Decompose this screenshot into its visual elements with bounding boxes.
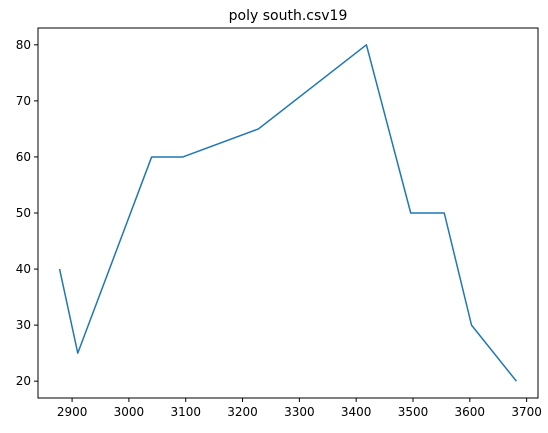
x-tick-label: 3300	[284, 405, 315, 419]
y-tick-label: 60	[16, 150, 31, 164]
y-tick-label: 80	[16, 38, 31, 52]
y-tick-label: 20	[16, 374, 31, 388]
x-tick-label: 3500	[398, 405, 429, 419]
y-tick-label: 30	[16, 318, 31, 332]
x-tick-label: 3600	[455, 405, 486, 419]
series-line	[58, 44, 517, 382]
y-axis: 20 30 40 50 60 70 80	[16, 38, 38, 388]
x-axis: 2900 3000 3100 3200 3300 3400 3500 3600 3700	[57, 398, 542, 419]
x-tick-label: 3200	[227, 405, 258, 419]
chart-title: poly south.csv19	[229, 8, 348, 24]
x-tick-label: 3000	[114, 405, 145, 419]
y-tick-label: 40	[16, 262, 31, 276]
plot-frame	[37, 27, 539, 399]
y-tick-label: 70	[16, 94, 31, 108]
plot-series	[58, 44, 517, 382]
x-tick-label: 3100	[170, 405, 201, 419]
x-tick-label: 3400	[341, 405, 372, 419]
x-tick-label: 2900	[57, 405, 88, 419]
y-tick-label: 50	[16, 206, 31, 220]
x-tick-label: 3700	[511, 405, 542, 419]
